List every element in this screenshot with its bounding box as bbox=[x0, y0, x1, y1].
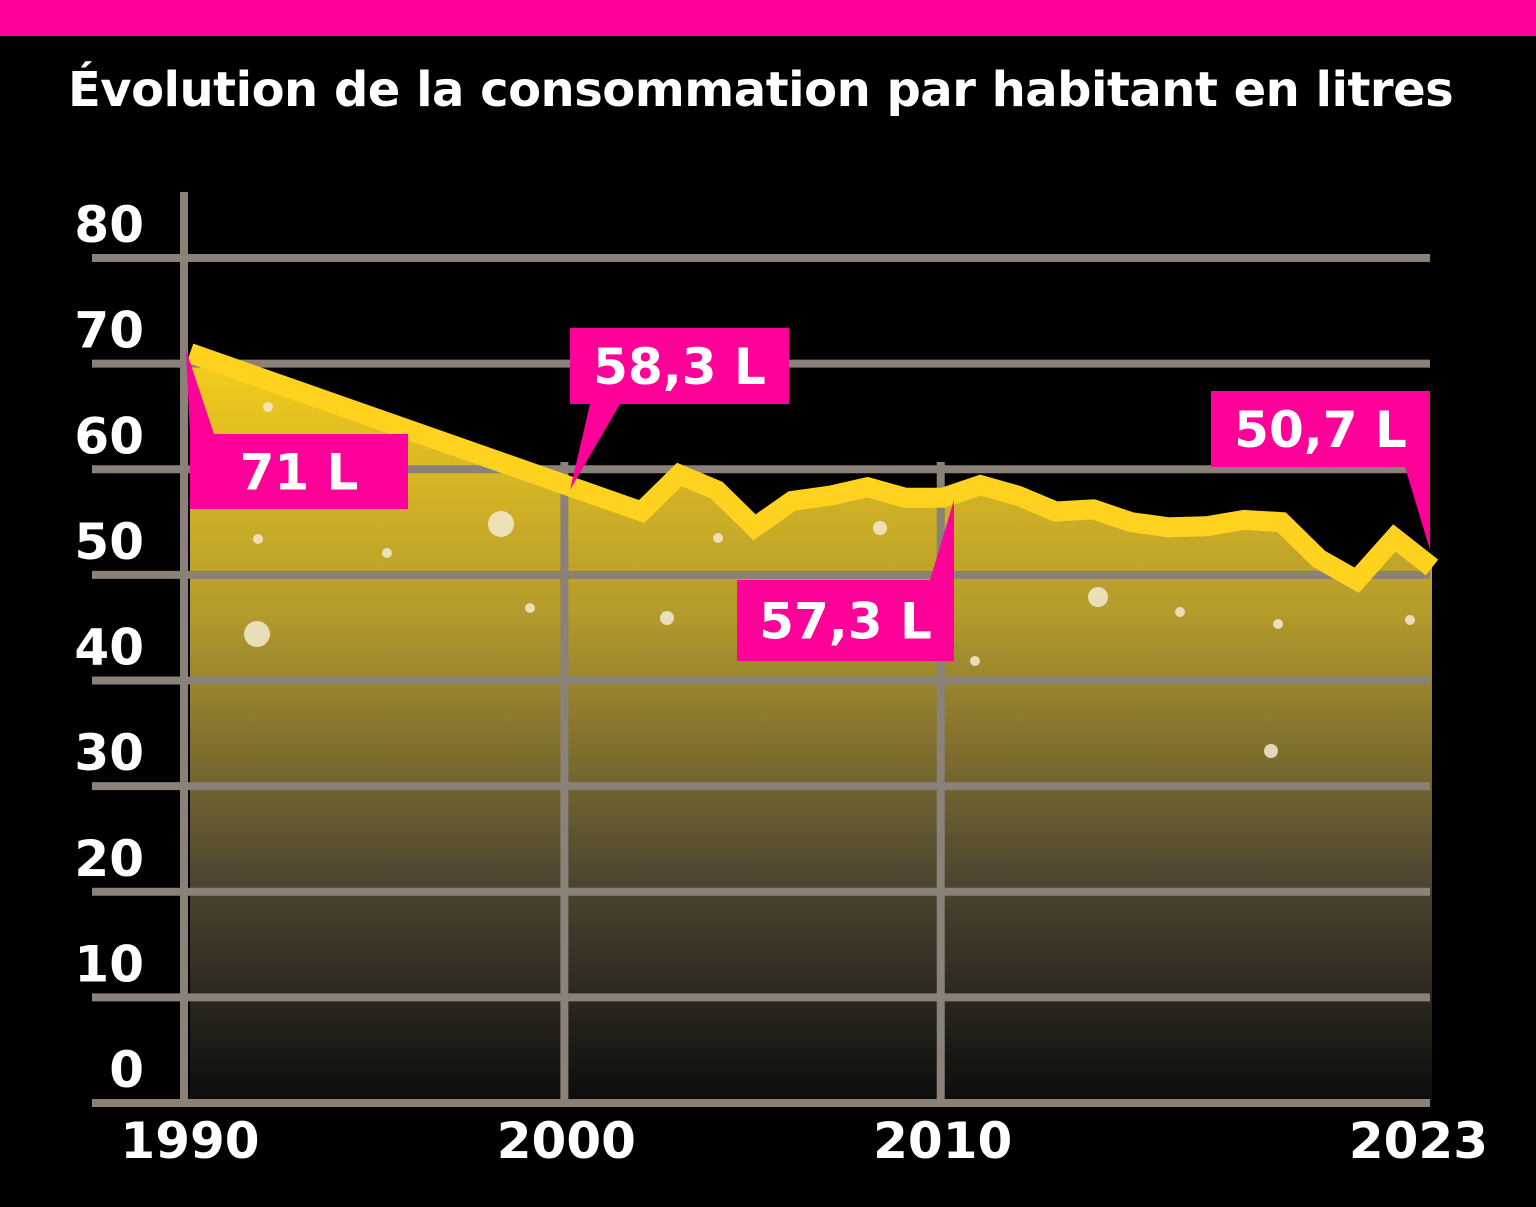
y-tick-label: 70 bbox=[74, 302, 144, 360]
callout-layer: 71 L 58,3 L 57,3 L 50,7 L bbox=[186, 328, 1430, 661]
y-tick-label: 20 bbox=[74, 830, 144, 888]
callout-pointer bbox=[570, 404, 620, 490]
x-tick-label: 1990 bbox=[120, 1112, 259, 1170]
y-tick-label: 50 bbox=[74, 513, 144, 571]
y-tick-label: 0 bbox=[109, 1041, 144, 1099]
callout-label: 58,3 L bbox=[593, 338, 766, 396]
bubble-decoration-layer bbox=[244, 402, 1415, 758]
x-tick-label: 2010 bbox=[873, 1112, 1012, 1170]
chart-title: Évolution de la consommation par habitan… bbox=[68, 62, 1454, 118]
callout: 58,3 L bbox=[570, 328, 789, 490]
bubble-decoration bbox=[660, 611, 674, 625]
y-tick-label: 30 bbox=[74, 724, 144, 782]
callout-pointer bbox=[186, 350, 214, 434]
bubble-decoration bbox=[713, 533, 723, 543]
callout-pointer bbox=[930, 500, 954, 580]
callout-box bbox=[190, 434, 408, 509]
bubble-decoration bbox=[873, 521, 887, 535]
x-tick-label: 2000 bbox=[497, 1112, 636, 1170]
bubble-decoration bbox=[382, 548, 392, 558]
callout-box bbox=[1211, 391, 1430, 467]
area-fill bbox=[190, 353, 1432, 1104]
x-tick-label: 2023 bbox=[1349, 1112, 1488, 1170]
bubble-decoration bbox=[1264, 744, 1278, 758]
y-tick-label: 10 bbox=[74, 935, 144, 993]
callout: 50,7 L bbox=[1211, 391, 1430, 550]
bubble-decoration bbox=[525, 603, 535, 613]
accent-top-bar bbox=[0, 0, 1536, 36]
bubble-decoration bbox=[244, 621, 270, 647]
callout-label: 71 L bbox=[240, 444, 359, 502]
callout-pointer bbox=[1405, 467, 1430, 550]
callout: 57,3 L bbox=[737, 500, 954, 661]
bubble-decoration bbox=[253, 534, 263, 544]
y-tick-label: 80 bbox=[74, 196, 144, 254]
tick-layer: 0 10 20 30 40 50 60 70 80 1990 2000 2010 2023 bbox=[74, 196, 1488, 1170]
line-layer bbox=[186, 343, 1439, 593]
callout: 71 L bbox=[186, 350, 408, 509]
bubble-decoration bbox=[488, 511, 514, 537]
callout-box bbox=[737, 580, 954, 661]
bubble-decoration bbox=[1088, 587, 1108, 607]
y-tick-label: 60 bbox=[74, 407, 144, 465]
bubble-decoration bbox=[263, 402, 273, 412]
bubble-decoration bbox=[1273, 619, 1283, 629]
area-layer bbox=[190, 353, 1432, 1104]
callout-label: 50,7 L bbox=[1234, 401, 1407, 459]
y-tick-label: 40 bbox=[74, 619, 144, 677]
bubble-decoration bbox=[1405, 615, 1415, 625]
bubble-decoration bbox=[1175, 607, 1185, 617]
callout-box bbox=[570, 328, 789, 404]
bubble-decoration bbox=[970, 656, 980, 666]
callout-label: 57,3 L bbox=[759, 593, 932, 651]
